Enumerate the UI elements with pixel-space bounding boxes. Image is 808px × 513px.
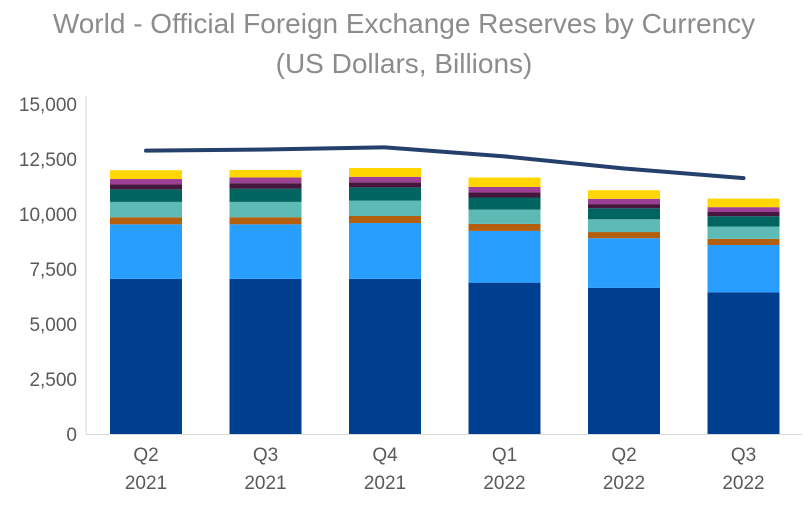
bar-segment-3-4 (349, 200, 421, 216)
bar-segment-3-5 (349, 187, 421, 201)
bar-segment-4-3 (468, 223, 541, 231)
chart-subtitle: (US Dollars, Billions) (276, 48, 533, 79)
bar-segment-1-3 (110, 217, 182, 225)
y-tick-label-7: 15,000 (19, 95, 77, 116)
bar-segment-6-1 (707, 292, 780, 434)
bar-segment-6-7 (707, 207, 780, 213)
bar-segment-5-6 (588, 204, 660, 209)
bar-segment-3-3 (349, 215, 421, 224)
bar-segment-6-4 (707, 226, 780, 239)
y-tick-label-4: 7,500 (29, 260, 77, 281)
bar-segment-5-1 (588, 287, 660, 434)
bar-segment-3-1 (349, 278, 421, 434)
x-tick-label-quarter-5: Q2 (611, 445, 636, 466)
y-tick-label-1: 0 (66, 425, 77, 446)
bar-segment-3-8 (349, 168, 421, 177)
bar-segment-5-3 (588, 232, 660, 239)
bar-segment-5-2 (588, 238, 660, 288)
total-line (144, 145, 746, 181)
bar-segment-5-5 (588, 208, 660, 220)
bar-segment-3-2 (349, 223, 421, 279)
x-tick-label-quarter-2: Q3 (253, 445, 278, 466)
bar-segment-4-6 (468, 192, 541, 198)
x-tick-label-quarter-6: Q3 (731, 445, 756, 466)
bar-segment-2-7 (229, 177, 302, 184)
bar-segment-6-2 (707, 245, 780, 293)
bar-segment-1-8 (110, 170, 182, 180)
bar-segment-4-7 (468, 186, 541, 193)
x-tick-label-year-6: 2022 (722, 473, 764, 494)
y-tick-label-6: 12,500 (19, 150, 77, 171)
bar-segment-1-2 (110, 224, 182, 279)
bar-segment-6-3 (707, 238, 780, 246)
bar-segment-3-6 (349, 182, 421, 188)
bar-segment-1-7 (110, 179, 182, 185)
bar-segment-3-7 (349, 176, 421, 183)
x-tick-label-year-2: 2021 (244, 473, 286, 494)
x-tick-label-quarter-3: Q4 (372, 445, 398, 466)
bar-segment-5-7 (588, 198, 660, 205)
bar-segment-4-4 (468, 209, 541, 224)
bar-segment-2-2 (229, 224, 302, 279)
bar-segment-6-5 (707, 216, 780, 227)
y-tick-label-2: 2,500 (29, 370, 77, 391)
bar-segment-2-8 (229, 170, 302, 178)
x-tick-label-year-3: 2021 (364, 473, 406, 494)
x-tick-label-year-4: 2022 (483, 473, 525, 494)
bar-segment-2-1 (229, 278, 302, 434)
bar-segment-5-8 (588, 190, 660, 199)
line-layer (144, 145, 746, 181)
bar-segment-5-4 (588, 219, 660, 233)
chart-title: World - Official Foreign Exchange Reserv… (53, 8, 755, 39)
bar-segment-1-1 (110, 278, 182, 434)
bar-segment-6-6 (707, 212, 780, 217)
x-tick-label-quarter-4: Q1 (492, 445, 517, 466)
x-tick-label-quarter-1: Q2 (133, 445, 158, 466)
axes-layer: 0 2,500 5,000 7,500 10,000 12,500 15,000 Q2 2021… (19, 95, 802, 494)
bar-segment-1-4 (110, 201, 182, 218)
bar-segment-1-5 (110, 189, 182, 202)
bars-layer (110, 168, 780, 434)
bar-segment-1-6 (110, 184, 182, 190)
bar-segment-6-8 (707, 198, 780, 208)
y-tick-label-5: 10,000 (19, 205, 77, 226)
bar-segment-2-5 (229, 188, 302, 202)
bar-segment-2-6 (229, 183, 302, 189)
y-tick-label-3: 5,000 (29, 315, 77, 336)
x-tick-label-year-5: 2022 (603, 473, 645, 494)
bar-segment-4-1 (468, 282, 541, 434)
bar-segment-4-5 (468, 197, 541, 210)
bar-segment-4-8 (468, 177, 541, 187)
x-tick-label-year-1: 2021 (125, 473, 167, 494)
bar-segment-2-3 (229, 217, 302, 225)
bar-segment-2-4 (229, 201, 302, 218)
bar-segment-4-2 (468, 230, 541, 283)
